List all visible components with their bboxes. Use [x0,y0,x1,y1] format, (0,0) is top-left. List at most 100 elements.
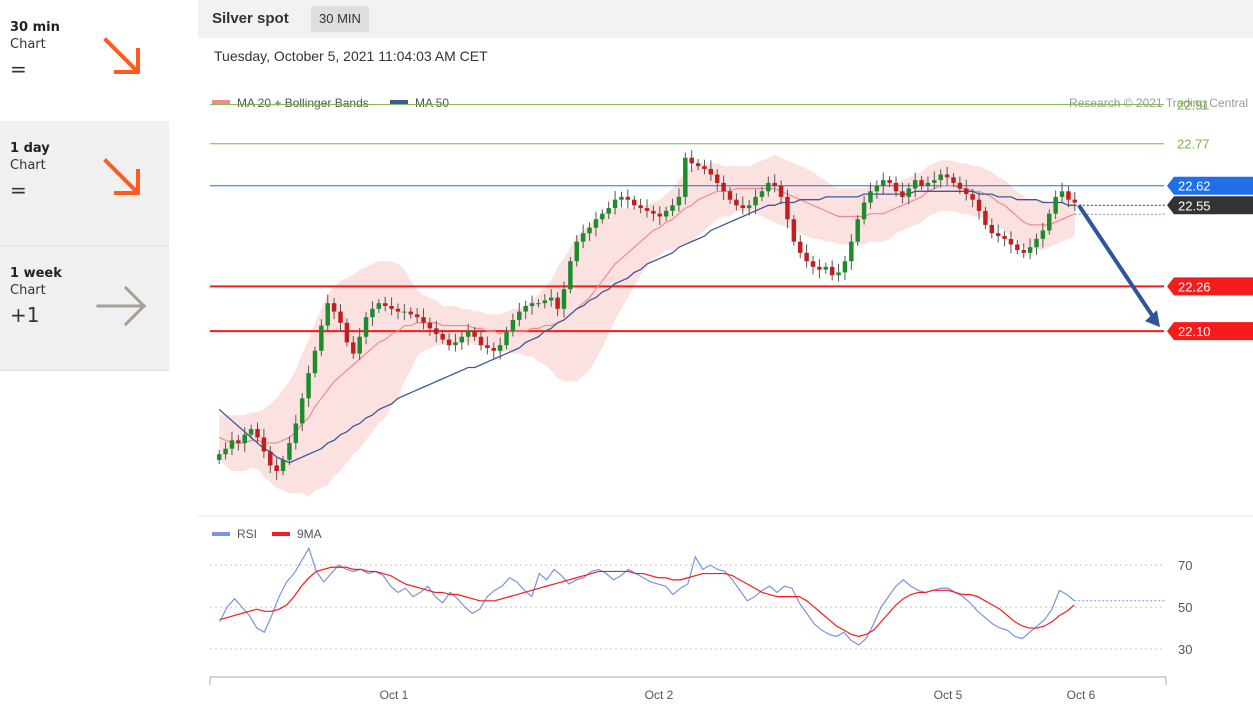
candle [478,330,484,351]
candle-body [517,311,522,320]
candle-body [683,157,688,197]
candle-body [223,448,228,455]
candle-body [370,308,375,318]
candle-body [421,317,426,323]
legend-label: MA 50 [415,96,449,110]
candle-body [989,224,995,234]
candle-body [983,210,988,225]
candle [734,193,739,211]
candle-body [344,322,350,343]
candle [657,206,663,226]
candle-body [631,199,637,206]
candle [817,259,822,279]
candle [485,336,490,355]
candle-body [868,191,873,203]
timeframe-card-30min[interactable]: 30 min Chart = [0,0,169,125]
candle [995,224,1001,243]
candle [561,281,567,318]
candle [944,166,950,186]
candle-body [912,180,918,189]
candle-body [702,166,707,169]
candle-body [325,303,330,326]
timeframe-card-1week[interactable]: 1 week Chart +1 [0,246,169,371]
candle [791,215,797,246]
candle-body [619,196,624,200]
candle [600,209,605,224]
candle [580,224,586,249]
timeframe-name: 30 min [10,20,60,35]
candle [1047,209,1052,235]
candle [542,293,548,309]
candle [414,307,420,323]
candle-body [938,174,943,181]
candle [676,188,682,212]
legend-label: MA 20 + Bollinger Bands [237,96,369,110]
candle-body [587,227,592,234]
candle-body [216,454,222,460]
candle [402,304,407,321]
candle-body [529,303,535,306]
candle-body [727,191,733,200]
right-arrow-icon [96,285,147,327]
candle-body [504,331,509,346]
candle-body [293,423,299,444]
price-chart[interactable]: MA 20 + Bollinger Bands MA 50 Research © 2… [198,40,1253,709]
candle-body [497,345,503,351]
candle-body [1059,191,1065,197]
candle [938,169,943,188]
candle [274,457,279,480]
candle-body [759,191,765,197]
x-tick-label: Oct 6 [1067,688,1096,702]
candle [1040,222,1046,248]
candle-body [881,180,886,186]
rsi-tick-label: 30 [1178,642,1192,657]
candle [593,211,599,237]
candle-body [236,440,241,444]
timeframe-card-1day[interactable]: 1 day Chart = [0,121,169,246]
candle-body [351,342,356,354]
down-right-arrow-icon [103,37,140,74]
candle-body [465,331,471,337]
candle-body [478,336,484,346]
instrument-title: Silver spot [212,10,289,27]
candle-body [580,233,586,242]
candle-body [849,241,854,262]
candle-body [268,451,273,466]
candle [229,431,235,456]
candle [868,182,873,209]
candle-body [670,205,675,211]
candle-body [568,261,573,290]
candle-body [804,252,809,262]
candle [638,198,643,214]
timeframe-sidebar: 30 min Chart = 1 day Chart = 1 week Char… [0,0,170,373]
candle [446,333,452,351]
candle-body [331,303,337,312]
candle [261,428,267,458]
candle-body [695,163,701,167]
candle [625,189,631,209]
candle-body [919,180,924,186]
candle-body [951,177,956,183]
candle [280,455,286,476]
rsi-9ma-line [219,566,1075,638]
candle [1072,192,1078,212]
candle [491,342,496,359]
candle [932,171,937,190]
candle [548,288,554,307]
candle-body [312,350,318,374]
candle [957,176,963,194]
candle [989,218,995,239]
candle-body [1021,250,1026,253]
candle [242,427,247,452]
timeframe-name: 1 week [10,266,62,281]
candle [510,313,516,337]
candle-body [1066,191,1071,200]
candle-body [389,305,394,309]
timeframe-symbol: = [10,57,27,81]
candle-body [1002,236,1007,239]
candle-body [708,168,714,175]
timeframe-symbol: +1 [10,303,40,327]
candle-body [798,241,803,253]
candle-body [1027,247,1033,253]
candle-body [893,182,899,192]
